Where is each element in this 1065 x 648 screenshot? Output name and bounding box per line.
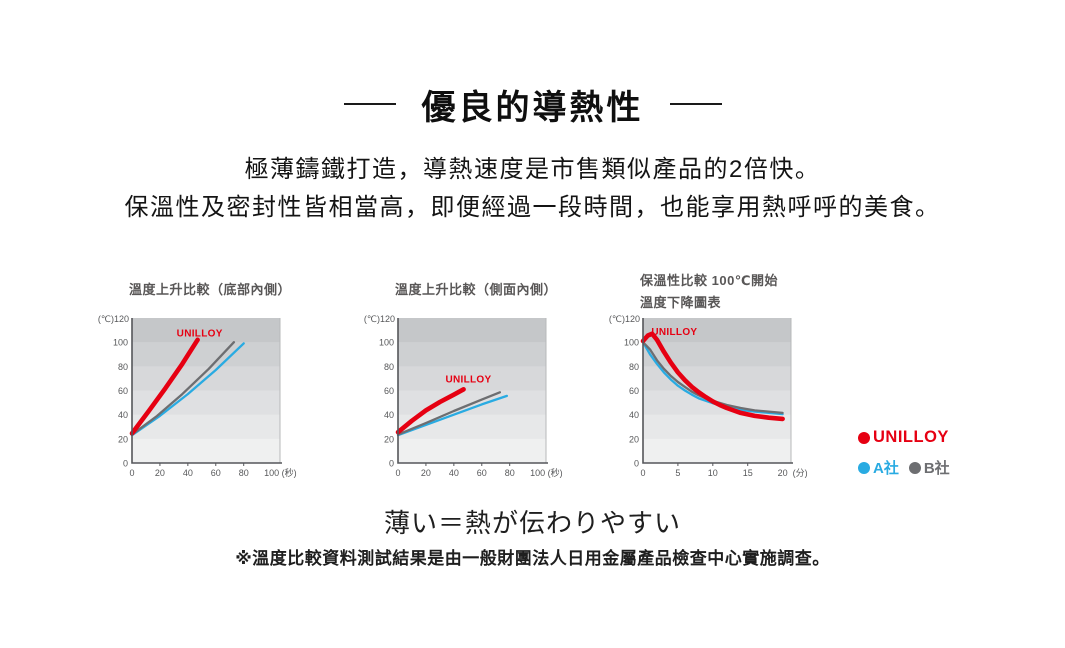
axis-lines xyxy=(131,318,282,464)
x-tick-label: 60 xyxy=(211,468,221,478)
title-dash-left xyxy=(343,102,396,106)
series-line-A社 xyxy=(641,341,784,416)
x-tick-label: 20 xyxy=(155,468,165,478)
x-tick-label: 15 xyxy=(743,468,753,478)
x-tick-label: 0 xyxy=(640,468,645,478)
plot-band xyxy=(132,318,280,343)
x-tick-label: 100 xyxy=(530,468,545,478)
chart-title: 溫度上升比較（側面內側） xyxy=(395,282,558,297)
y-tick-label: 20 xyxy=(629,434,639,444)
legend-label-company-b: B社 xyxy=(923,460,950,477)
subtitle-line2: 保溫性及密封性皆相當高，即便經過一段時間，也能享用熱呼呼的美食。 xyxy=(124,194,941,221)
x-unit-label: (秒) xyxy=(282,467,297,478)
y-tick-label: 60 xyxy=(384,386,394,396)
x-tick-label: 80 xyxy=(239,468,249,478)
y-axis-top-label: (℃)120 xyxy=(98,314,129,324)
series-inline-label: UNILLOY xyxy=(177,329,223,340)
y-tick-label: 80 xyxy=(118,362,128,372)
x-tick-label: 10 xyxy=(708,468,718,478)
series-line-A社 xyxy=(130,342,245,437)
series-line-A社 xyxy=(396,394,509,437)
plot-band xyxy=(398,438,546,464)
legend: UNILLOY A社 B社 xyxy=(858,428,950,488)
subtitle-line1: 極薄鑄鐵打造，導熱速度是市售類似產品的2倍快。 xyxy=(244,156,821,183)
chart-temp-rise-side: 溫度上升比較（側面內側） (℃)120 100 80 60 40 20 0 0 20 40 60 80… xyxy=(362,270,574,484)
legend-row-competitors: A社 B社 xyxy=(858,457,950,478)
x-tick-label: 20 xyxy=(778,468,788,478)
chart-heat-retention: 保溫性比較 100℃開始 溫度下降圖表 (℃)120 100 80 60 40 20 0 0 5… xyxy=(607,270,819,484)
y-tick-label: 100 xyxy=(113,338,128,348)
plot-band xyxy=(398,342,546,367)
chart-title: 溫度上升比較（底部內側） xyxy=(129,282,292,297)
x-tick-label: 20 xyxy=(421,468,431,478)
y-tick-label: 60 xyxy=(118,386,128,396)
x-tick-label: 0 xyxy=(129,468,134,478)
chart-plot-heat-retention: (℃)120 100 80 60 40 20 00 5 10 15 20 (分) UNILLOY xyxy=(609,314,808,478)
plot-band xyxy=(398,366,546,391)
x-tick-label: 0 xyxy=(395,468,400,478)
page-title-row: 優良的導熱性 xyxy=(0,84,1065,127)
y-axis-top-label: (℃)120 xyxy=(364,314,395,324)
series-inline-label: UNILLOY xyxy=(445,375,491,386)
y-axis-top-label: (℃)120 xyxy=(609,314,640,324)
y-tick-label: 20 xyxy=(118,434,128,444)
series-line-B社 xyxy=(396,391,502,436)
y-tick-label: 100 xyxy=(624,338,639,348)
y-tick-label: 40 xyxy=(118,410,128,420)
plot-band xyxy=(132,342,280,367)
chart-title: 保溫性比較 100℃開始 xyxy=(640,273,779,288)
series-line-UNILLOY xyxy=(129,337,200,436)
footnote: ※溫度比較資料測試結果是由一般財團法人日用金屬產品檢查中心實施調查。 xyxy=(235,549,830,568)
plot-band xyxy=(132,438,280,464)
x-unit-label: (秒) xyxy=(548,467,563,478)
series-line-B社 xyxy=(641,341,784,415)
y-tick-label: 40 xyxy=(384,410,394,420)
chart-title-block: 溫度上升比較（側面內側） xyxy=(362,270,574,314)
legend-row-unilloy: UNILLOY xyxy=(858,428,950,447)
title-dash-right xyxy=(669,102,722,106)
series-line-UNILLOY xyxy=(640,331,785,422)
axis-lines xyxy=(397,318,548,464)
y-tick-label: 0 xyxy=(389,459,394,469)
y-tick-label: 60 xyxy=(629,386,639,396)
y-tick-label: 100 xyxy=(379,338,394,348)
y-tick-label: 40 xyxy=(629,410,639,420)
series-line-UNILLOY xyxy=(395,387,466,435)
x-tick-label: 60 xyxy=(477,468,487,478)
x-tick-label: 80 xyxy=(505,468,515,478)
x-tick-label: 40 xyxy=(183,468,193,478)
bottom-heading: 薄い＝熱が伝わりやすい xyxy=(383,508,681,538)
x-tick-label: 100 xyxy=(264,468,279,478)
legend-label-company-a: A社 xyxy=(873,460,899,477)
chart-temp-rise-bottom: 溫度上升比較（底部內側） (℃)120 100 80 60 40 20 0 0 20 40 60 80… xyxy=(96,270,308,484)
page-title: 優良的導熱性 xyxy=(421,88,644,127)
y-tick-label: 20 xyxy=(384,434,394,444)
y-tick-label: 80 xyxy=(384,362,394,372)
chart-title-block: 溫度上升比較（底部內側） xyxy=(96,270,308,314)
y-tick-label: 80 xyxy=(629,362,639,372)
legend-dot-company-b-icon xyxy=(908,461,921,474)
plot-band xyxy=(398,318,546,343)
x-unit-label: (分) xyxy=(793,468,808,478)
plot-band xyxy=(643,438,791,464)
chart-title-block: 保溫性比較 100℃開始 溫度下降圖表 xyxy=(607,270,819,314)
legend-label-unilloy: UNILLOY xyxy=(873,428,949,446)
plot-band xyxy=(643,366,791,391)
y-tick-label: 0 xyxy=(123,459,128,469)
x-tick-label: 5 xyxy=(675,468,680,478)
legend-dot-unilloy-icon xyxy=(858,431,870,444)
axis-lines xyxy=(642,318,793,464)
plot-band xyxy=(643,318,791,343)
y-tick-label: 0 xyxy=(634,459,639,469)
series-line-B社 xyxy=(130,341,236,436)
x-tick-label: 40 xyxy=(449,468,459,478)
legend-dot-company-a-icon xyxy=(858,461,870,474)
chart-title-line2: 溫度下降圖表 xyxy=(640,295,722,310)
series-inline-label: UNILLOY xyxy=(651,327,697,338)
